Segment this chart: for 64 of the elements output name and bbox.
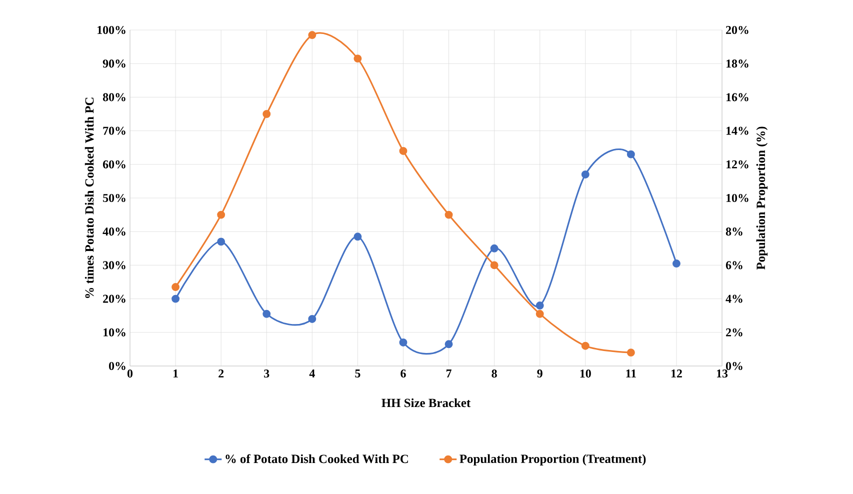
x-tick-label: 0 — [127, 370, 133, 378]
y-tick-label: 20% — [103, 294, 126, 303]
y-tick-label: 30% — [103, 261, 126, 270]
point — [399, 146, 408, 155]
point — [626, 150, 635, 158]
y2-tick-label: 8% — [726, 228, 742, 236]
x-tick-label: 11 — [626, 370, 636, 378]
y-tick-label: 60% — [102, 160, 126, 168]
point — [262, 310, 271, 318]
x-tick-label: 12 — [671, 370, 682, 378]
point — [172, 294, 180, 303]
point — [626, 348, 635, 357]
y2-tick-label: 14% — [726, 126, 748, 135]
point — [399, 338, 408, 346]
point — [672, 260, 680, 268]
point — [308, 314, 316, 323]
point — [262, 110, 271, 118]
y2-tick-label: 0% — [726, 362, 742, 370]
x-tick-label: 6 — [400, 370, 406, 378]
point — [490, 244, 498, 252]
point — [354, 232, 362, 241]
point — [444, 340, 453, 348]
y-tick-label: 50% — [103, 194, 126, 202]
x-tick-label: 2 — [218, 370, 224, 378]
x-tick-label: 4 — [309, 370, 315, 378]
x-tick-label: 9 — [537, 370, 542, 378]
y-tick-label: 80% — [102, 93, 126, 102]
y2-tick-label: 18% — [726, 60, 748, 68]
y-tick-label: 70% — [103, 126, 126, 135]
x-tick-label: 7 — [446, 370, 452, 378]
x-tick-label: 8 — [492, 370, 497, 378]
y2-tick-label: 4% — [726, 294, 742, 303]
point — [490, 261, 498, 270]
point — [581, 170, 590, 178]
point — [536, 302, 544, 310]
x-tick-label: 10 — [580, 370, 591, 378]
y-tick-label: 10% — [104, 328, 126, 336]
y2-tick-label: 20% — [726, 26, 748, 34]
x-axis-title: HH Size Bracket — [382, 398, 471, 408]
y2-axis-title: Population Proportion (%) — [756, 126, 768, 270]
y-axis-title: % times Potato Dish Cooked With PC — [84, 98, 94, 298]
point — [217, 238, 226, 246]
y2-tick-label: 10% — [726, 194, 748, 202]
point — [308, 31, 316, 40]
x-tick-label: 13 — [716, 370, 728, 378]
y-tick-label: 40% — [102, 228, 126, 236]
legend-label: Population Proportion (Treatment) — [460, 454, 646, 466]
y2-tick-label: 2% — [726, 328, 742, 336]
point — [444, 210, 453, 219]
point — [172, 283, 180, 292]
y-tick-label: 90% — [102, 60, 126, 68]
y-tick-label: 0% — [109, 362, 126, 370]
point — [536, 310, 544, 318]
legend-label: % of Potato Dish Cooked With PC — [226, 454, 408, 464]
point — [354, 54, 362, 63]
y2-tick-label: 12% — [726, 160, 748, 168]
x-tick-label: 5 — [355, 370, 360, 378]
y2-tick-label: 6% — [726, 261, 742, 270]
x-tick-label: 3 — [264, 370, 270, 378]
point — [217, 210, 226, 219]
y2-tick-label: 16% — [726, 93, 748, 102]
y-tick-label: 100% — [98, 26, 126, 34]
point — [581, 342, 590, 350]
x-tick-label: 1 — [174, 370, 178, 378]
